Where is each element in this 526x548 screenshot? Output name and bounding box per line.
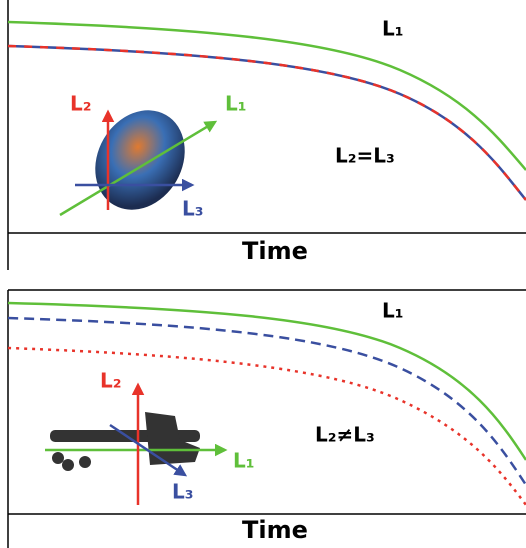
curve [7,20,526,171]
arrow-label: L₁ [225,92,247,116]
arrow [59,120,218,217]
object-image [50,412,200,471]
panel: L₁ L₂ L₃ L₁ L₂=L₃ Time [7,0,526,270]
axis-label: Time [242,237,308,265]
panel: L₁ L₂ L₃ L₁ L₂≠L₃ Time [7,289,526,548]
arrow [109,423,188,477]
curve [7,316,526,486]
curve [7,44,526,201]
axis-label: Time [242,516,308,544]
arrow-label: L₁ [233,449,255,473]
curve [7,301,526,461]
relation-label: L₂≠L₃ [315,423,375,447]
curve-label: L₁ [382,17,404,41]
arrow-label: L₂ [70,92,92,116]
relation-label: L₂=L₃ [335,144,395,168]
curve [7,346,526,506]
arrow-label: L₃ [172,480,194,504]
arrow-label: L₂ [100,369,122,393]
arrow-label: L₃ [182,197,204,221]
curve-label: L₁ [382,299,404,323]
curve [7,44,526,201]
